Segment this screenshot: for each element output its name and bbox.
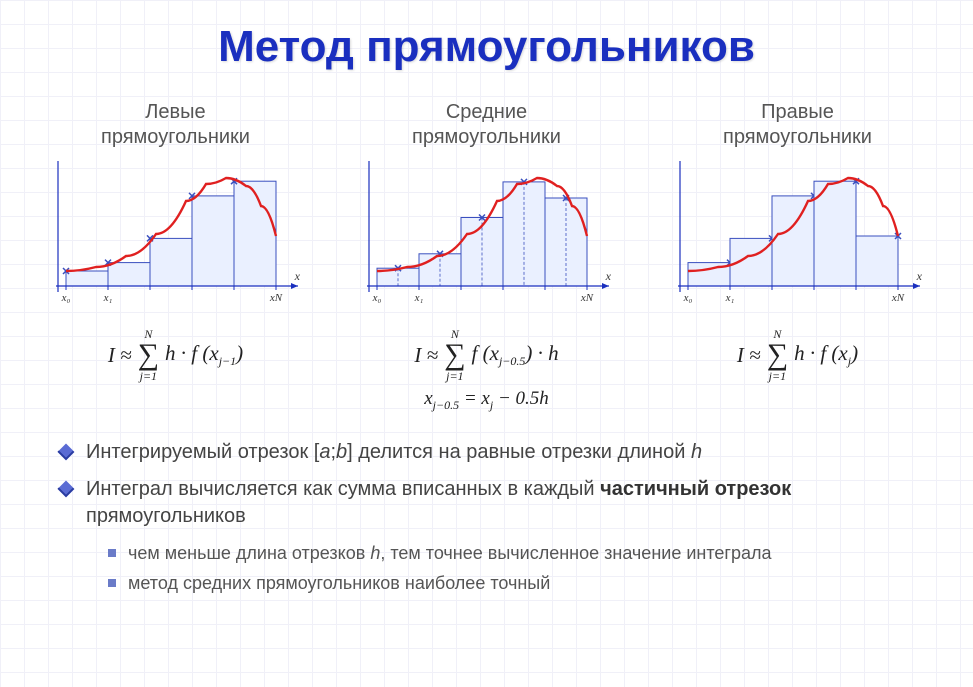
square-icon	[108, 579, 116, 587]
formula-right: I ≈ N∑j=1 h · f (xj)	[737, 328, 858, 382]
panel-label: Средниепрямоугольники	[412, 100, 561, 150]
formula-left: I ≈ N∑j=1 h · f (xj−1)	[108, 328, 243, 382]
chart-mid: x₀ x₁ xN x	[357, 156, 617, 316]
svg-text:x₁: x₁	[102, 292, 112, 304]
svg-text:x₀: x₀	[682, 292, 692, 304]
panel-left: Левыепрямоугольники x₀ x₁ xN x I ≈ N∑j=1 h …	[31, 100, 321, 413]
panel-label: Левыепрямоугольники	[101, 100, 250, 150]
bullet-1: Интегрируемый отрезок [a;b] делится на р…	[60, 439, 913, 466]
slide-title: Метод прямоугольников	[0, 0, 973, 72]
svg-text:x: x	[915, 269, 922, 283]
sub-bullets: чем меньше длина отрезков h, тем точнее …	[108, 540, 913, 596]
bullets: Интегрируемый отрезок [a;b] делится на р…	[0, 439, 973, 596]
panel-right: Правыепрямоугольники x₀ x₁ xN x I ≈ N∑j=1 h…	[653, 100, 943, 413]
svg-text:xN: xN	[268, 292, 282, 304]
svg-text:x: x	[604, 269, 611, 283]
charts-row: Левыепрямоугольники x₀ x₁ xN x I ≈ N∑j=1 h …	[0, 100, 973, 413]
svg-text:xN: xN	[579, 292, 593, 304]
diamond-icon	[58, 480, 75, 497]
panel-mid: Средниепрямоугольники x₀ x₁ xN x I ≈ N∑j=1 …	[342, 100, 632, 413]
square-icon	[108, 549, 116, 557]
svg-text:x₀: x₀	[60, 292, 70, 304]
sub-bullet-1: чем меньше длина отрезков h, тем точнее …	[108, 540, 913, 566]
diamond-icon	[58, 443, 75, 460]
formula-mid-note: xj−0.5 = xj − 0.5h	[424, 388, 549, 413]
svg-text:x₀: x₀	[371, 292, 381, 304]
svg-text:x₁: x₁	[724, 292, 734, 304]
chart-left: x₀ x₁ xN x	[46, 156, 306, 316]
chart-right: x₀ x₁ xN x	[668, 156, 928, 316]
sub-bullet-2: метод средних прямоугольников наиболее т…	[108, 570, 913, 596]
svg-text:xN: xN	[890, 292, 904, 304]
formula-mid: I ≈ N∑j=1 f (xj−0.5) · h	[414, 328, 558, 382]
svg-text:x₁: x₁	[413, 292, 423, 304]
bullet-2: Интеграл вычисляется как сумма вписанных…	[60, 476, 913, 530]
panel-label: Правыепрямоугольники	[723, 100, 872, 150]
svg-text:x: x	[293, 269, 300, 283]
